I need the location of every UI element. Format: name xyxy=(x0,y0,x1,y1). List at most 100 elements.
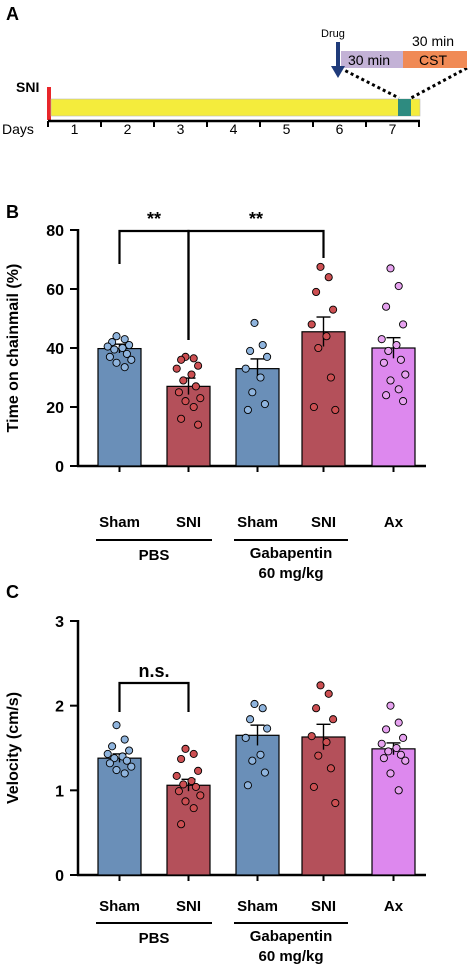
y-axis-label: Time on chainmail (%) xyxy=(5,264,22,433)
group-label-gabapentin: Gabapentin xyxy=(250,928,333,945)
data-point xyxy=(322,738,331,747)
data-point xyxy=(379,358,388,367)
test-day-marker xyxy=(398,99,411,116)
data-point xyxy=(260,399,269,409)
day-tick-label: 3 xyxy=(177,121,185,137)
data-point xyxy=(191,382,200,391)
data-point xyxy=(322,332,331,341)
data-point xyxy=(307,732,316,741)
data-point xyxy=(394,385,403,394)
expansion-line-right xyxy=(410,66,468,100)
bar xyxy=(371,748,416,876)
data-point xyxy=(172,364,181,373)
y-tick-label: 40 xyxy=(46,341,64,358)
data-point xyxy=(120,335,129,344)
y-tick-label: 60 xyxy=(46,282,64,299)
bar xyxy=(301,331,346,467)
bar xyxy=(97,347,142,467)
data-point xyxy=(386,376,395,385)
bar xyxy=(235,368,280,467)
data-point xyxy=(179,780,188,789)
y-tick-label: 2 xyxy=(55,699,64,716)
data-point xyxy=(382,725,391,734)
data-point xyxy=(189,402,198,412)
data-point xyxy=(309,782,318,791)
sni-onset-marker xyxy=(47,87,51,120)
day-tick-label: 6 xyxy=(336,121,344,137)
x-tick-label: Sham xyxy=(237,514,278,531)
data-point xyxy=(172,771,181,780)
data-point xyxy=(384,346,393,356)
data-point xyxy=(307,320,316,329)
data-point xyxy=(125,340,134,350)
data-point xyxy=(127,762,136,771)
data-point xyxy=(396,750,405,759)
bar xyxy=(97,757,142,876)
x-tick-label: Ax xyxy=(384,514,404,531)
data-point xyxy=(377,335,386,344)
data-point xyxy=(324,273,333,282)
drug-label: Drug xyxy=(321,28,345,40)
data-point xyxy=(394,281,403,291)
x-tick-label: Ax xyxy=(384,898,404,915)
data-point xyxy=(399,397,408,406)
data-point xyxy=(112,721,121,730)
data-point xyxy=(181,744,190,753)
data-point xyxy=(382,391,391,400)
data-point xyxy=(256,373,265,382)
group-label-dose: 60 mg/kg xyxy=(258,948,323,965)
cst-label: CST xyxy=(419,52,447,68)
panel-c-label: C xyxy=(6,582,19,602)
drug-period-box xyxy=(341,51,403,68)
data-point xyxy=(120,735,129,744)
data-point xyxy=(112,332,121,341)
data-point xyxy=(396,355,405,364)
data-point xyxy=(329,305,338,314)
data-point xyxy=(112,358,121,367)
data-point xyxy=(246,346,255,356)
data-point xyxy=(263,352,272,361)
drug-arrow-head xyxy=(331,66,345,78)
data-point xyxy=(401,756,410,765)
x-tick-label: Sham xyxy=(99,898,140,915)
data-point xyxy=(250,699,259,709)
data-point xyxy=(108,742,117,751)
data-point xyxy=(179,376,188,385)
bar xyxy=(301,736,346,876)
timeline-panel: SNI 30 min CST 30 min Drug Days 1 2 3 4 5 6 7 xyxy=(2,28,468,137)
data-point xyxy=(258,340,267,350)
data-point xyxy=(314,751,323,760)
x-tick-label: SNI xyxy=(311,898,336,915)
data-point xyxy=(312,287,321,297)
data-point xyxy=(331,405,340,415)
group-label-pbs: PBS xyxy=(139,930,170,947)
y-tick-label: 80 xyxy=(46,223,64,240)
data-point xyxy=(189,804,198,813)
data-point xyxy=(120,769,129,778)
data-point xyxy=(112,765,121,775)
panel-b-label: B xyxy=(6,202,19,222)
data-point xyxy=(401,370,410,379)
cst-period-box xyxy=(403,51,467,68)
data-point xyxy=(174,787,183,796)
data-point xyxy=(263,724,272,733)
data-point xyxy=(194,766,203,775)
data-point xyxy=(105,759,114,768)
data-point xyxy=(187,776,196,786)
data-point xyxy=(392,340,401,350)
data-point xyxy=(181,797,190,806)
day-tick-label: 4 xyxy=(230,121,238,137)
data-point xyxy=(326,764,335,773)
x-tick-label: SNI xyxy=(311,514,336,531)
data-point xyxy=(241,733,250,742)
data-point xyxy=(177,820,186,829)
significance-label: ** xyxy=(147,209,161,229)
data-point xyxy=(392,743,401,753)
day-tick-label: 1 xyxy=(71,121,79,137)
y-tick-label: 0 xyxy=(55,868,64,885)
data-point xyxy=(241,364,250,373)
data-point xyxy=(309,402,318,412)
x-tick-label: SNI xyxy=(176,514,201,531)
data-point xyxy=(103,749,112,758)
data-point xyxy=(386,264,395,273)
